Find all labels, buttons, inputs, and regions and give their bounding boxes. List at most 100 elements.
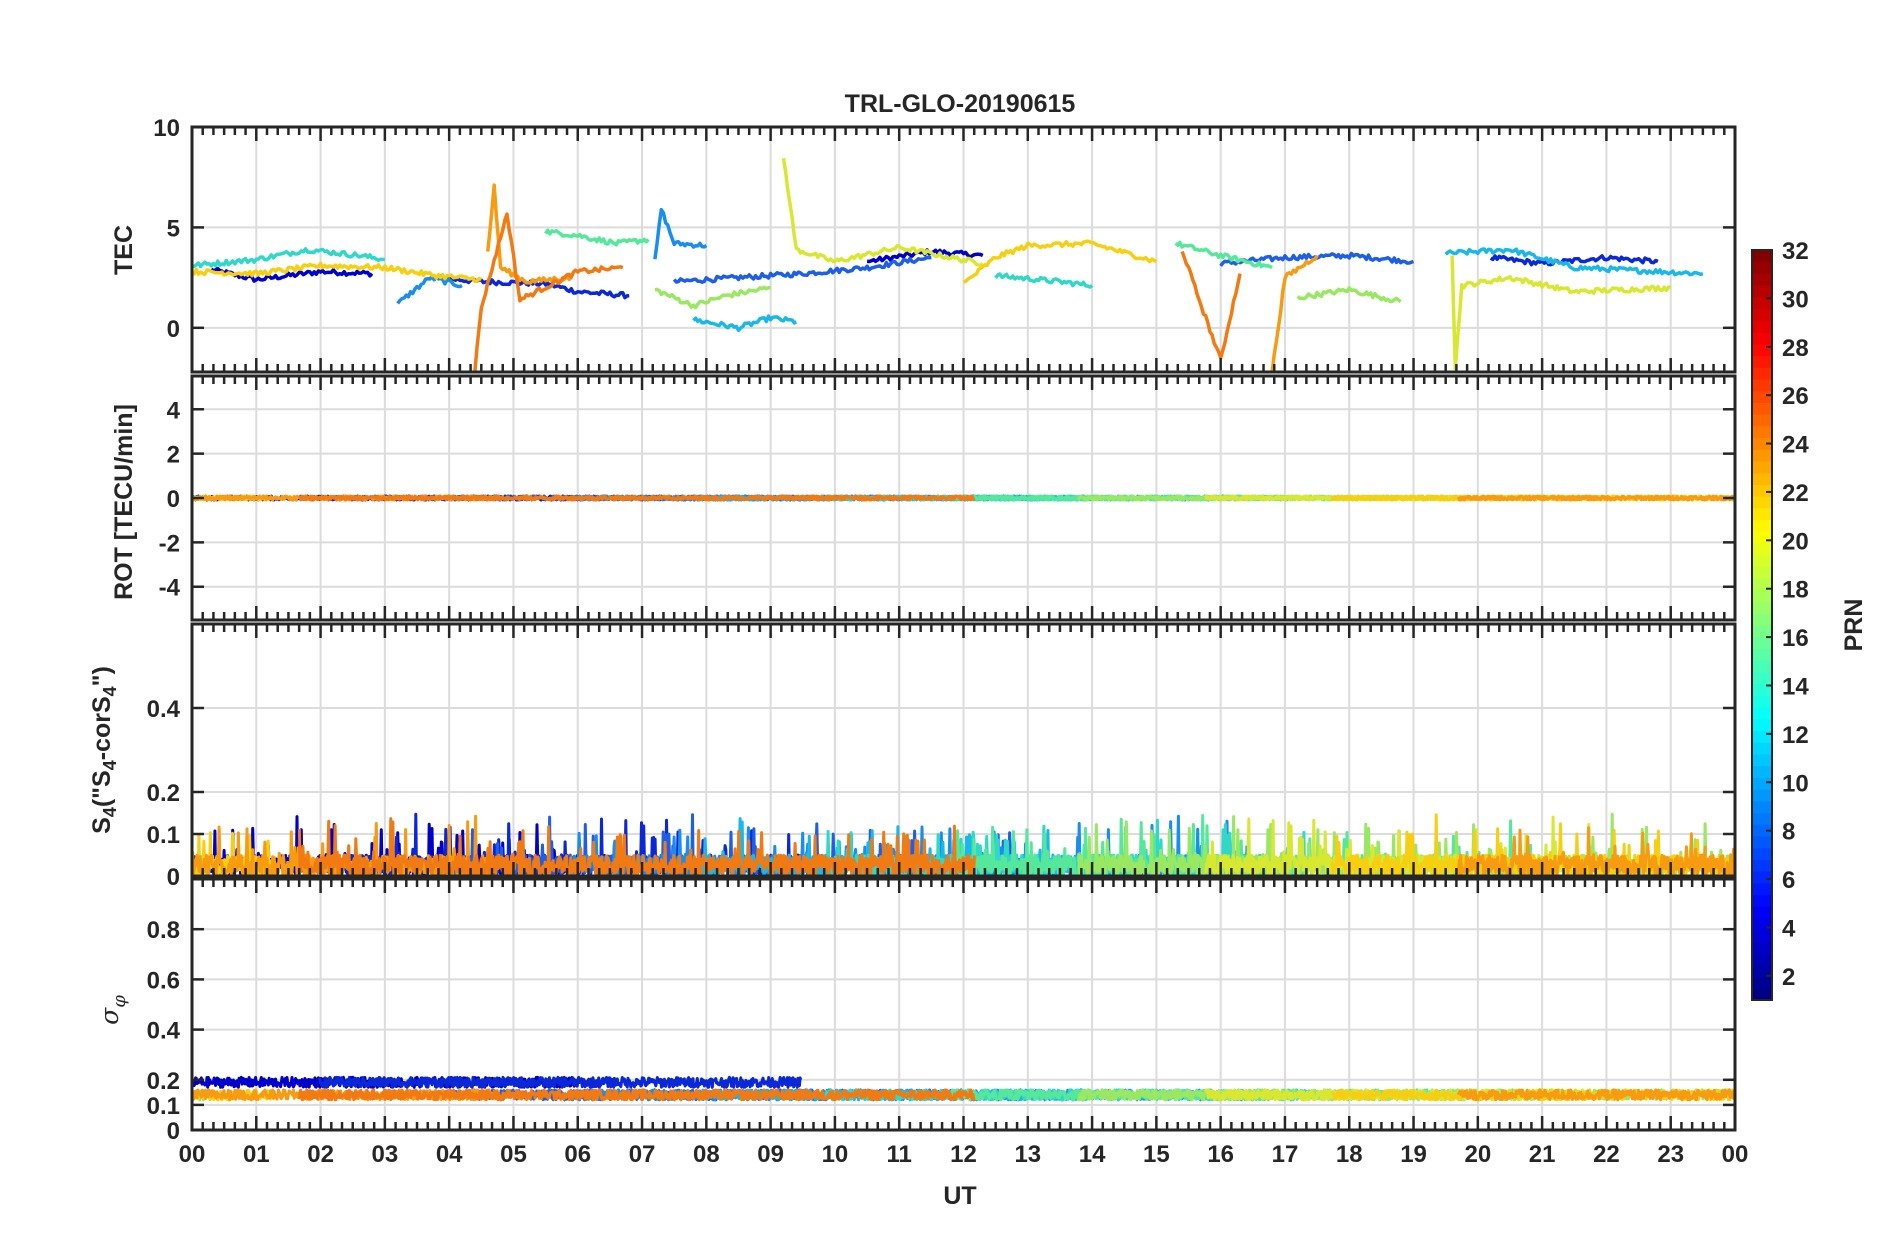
colorbar-bin — [1752, 320, 1772, 333]
tec-series-prn-15 — [1174, 240, 1273, 270]
x-tick-label: 22 — [1593, 1141, 1620, 1168]
y-tick-label: 0 — [167, 1118, 180, 1145]
colorbar-bin — [1752, 566, 1772, 579]
series-prn-4 — [317, 1075, 803, 1089]
tec-series-prn-11 — [692, 314, 798, 333]
colorbar-bin — [1752, 367, 1772, 380]
y-tick-label: -4 — [159, 575, 181, 602]
colorbar-tick-label: 2 — [1782, 964, 1795, 991]
tec-series-prn-21 — [962, 239, 1158, 284]
colorbar-bin — [1752, 777, 1772, 790]
x-tick-label: 04 — [436, 1141, 463, 1168]
series-prn-24 — [298, 494, 976, 502]
colorbar-bin — [1752, 425, 1772, 439]
y-tick-label: 0 — [167, 864, 180, 891]
y-tick-label: 0.6 — [147, 967, 180, 994]
colorbar-bin — [1752, 730, 1772, 743]
colorbar-tick-label: 18 — [1782, 577, 1809, 604]
x-tick-label: 21 — [1529, 1141, 1556, 1168]
x-tick-labels: 00 01 02 03 04 05 06 07 08 09 10 11 12 13 14 15 16 17 18 19… — [179, 1141, 1749, 1168]
y-tick-label: -2 — [159, 530, 180, 557]
colorbar-bin — [1752, 542, 1772, 556]
x-tick-label: 00 — [1722, 1141, 1749, 1168]
colorbar-bin — [1752, 613, 1772, 626]
colorbar-tick-label: 12 — [1782, 722, 1809, 749]
colorbar-bin — [1752, 484, 1772, 497]
panel-4: 00.10.2 0.4 0.6 0.8 — [147, 877, 1737, 1145]
x-tick-label: 06 — [564, 1141, 591, 1168]
series-prn-23 — [1457, 826, 1735, 876]
x-tick-label: 07 — [629, 1141, 656, 1168]
tec-series-prn-19 — [1450, 255, 1672, 371]
colorbar-bin — [1752, 753, 1772, 767]
colorbar-bin — [1752, 378, 1772, 392]
tec-series-prn-15 — [544, 228, 650, 247]
colorbar-bin — [1752, 882, 1772, 896]
colorbar-bin — [1752, 941, 1772, 954]
colorbar-bin — [1752, 496, 1772, 509]
x-tick-label: 12 — [950, 1141, 977, 1168]
y-tick-label: 0.1 — [147, 1093, 180, 1120]
y-tick-label: 10 — [153, 115, 180, 142]
colorbar-bin — [1752, 671, 1772, 685]
tec-series-prn-24 — [1180, 250, 1242, 360]
colorbar-bin — [1752, 976, 1772, 989]
tec-series-prn-24 — [473, 212, 624, 372]
x-tick-label: 09 — [757, 1141, 784, 1168]
x-tick-label: 00 — [179, 1141, 206, 1168]
x-tick-label: 03 — [372, 1141, 399, 1168]
colorbar-bin — [1752, 460, 1772, 474]
colorbar-bin — [1752, 871, 1772, 884]
colorbar-bin — [1752, 519, 1772, 532]
x-tick-label: 11 — [887, 1141, 912, 1168]
colorbar-tick-label: 14 — [1782, 673, 1809, 700]
y-tick-label: 0.8 — [147, 917, 180, 944]
y-tick-label: 0.4 — [147, 1018, 181, 1045]
x-tick-label: 02 — [307, 1141, 334, 1168]
tec-series-prn-13 — [994, 272, 1094, 289]
x-tick-label: 01 — [243, 1141, 270, 1168]
tec-series-prn-9 — [396, 274, 463, 305]
colorbar-bin — [1752, 707, 1772, 720]
x-axis-label: UT — [943, 1182, 976, 1210]
x-tick-label: 13 — [1014, 1141, 1041, 1168]
y-axis-labels: TEC ROT [TECU/min] S4("S4-corS4") σφ — [88, 225, 138, 1025]
colorbar-bin — [1752, 894, 1772, 907]
colorbar-bin — [1752, 953, 1772, 966]
y-tick-label: 0 — [167, 316, 180, 343]
colorbar-bin — [1752, 988, 1772, 1001]
colorbar-bin — [1752, 683, 1772, 696]
colorbar-bin — [1752, 847, 1772, 860]
colorbar-label: PRN — [1840, 599, 1868, 652]
colorbar-tick-label: 32 — [1782, 238, 1809, 265]
colorbar-tick-label: 22 — [1782, 480, 1809, 507]
colorbar-bin — [1752, 824, 1772, 837]
x-tick-label: 10 — [822, 1141, 849, 1168]
y-tick-label: 0.4 — [147, 696, 181, 723]
colorbar-bin — [1752, 660, 1772, 673]
data-layer — [192, 157, 1704, 372]
panel-1: 0 5 10 — [153, 115, 1737, 374]
x-tick-label: 18 — [1336, 1141, 1363, 1168]
data-layer — [192, 494, 1735, 502]
y-tick-label: 0 — [167, 486, 180, 513]
x-tick-label: 05 — [500, 1141, 527, 1168]
colorbar-bin — [1752, 332, 1772, 345]
colorbar-bin — [1752, 929, 1772, 943]
colorbar-bin — [1752, 789, 1772, 802]
colorbar-bin — [1752, 964, 1772, 978]
colorbar-tick-label: 20 — [1782, 528, 1809, 555]
colorbar-bin — [1752, 308, 1772, 321]
tec-series-prn-19 — [781, 157, 984, 268]
colorbar-tick-label: 4 — [1782, 915, 1796, 942]
colorbar-bin — [1752, 601, 1772, 614]
tec-series-prn-17 — [1296, 286, 1402, 304]
tec-series-prn-21 — [192, 261, 483, 284]
y-tick-label: 5 — [167, 215, 180, 242]
colorbar-bin — [1752, 355, 1772, 368]
colorbar-bin — [1752, 718, 1772, 732]
x-tick-label: 20 — [1464, 1141, 1491, 1168]
colorbar-bin — [1752, 250, 1772, 263]
